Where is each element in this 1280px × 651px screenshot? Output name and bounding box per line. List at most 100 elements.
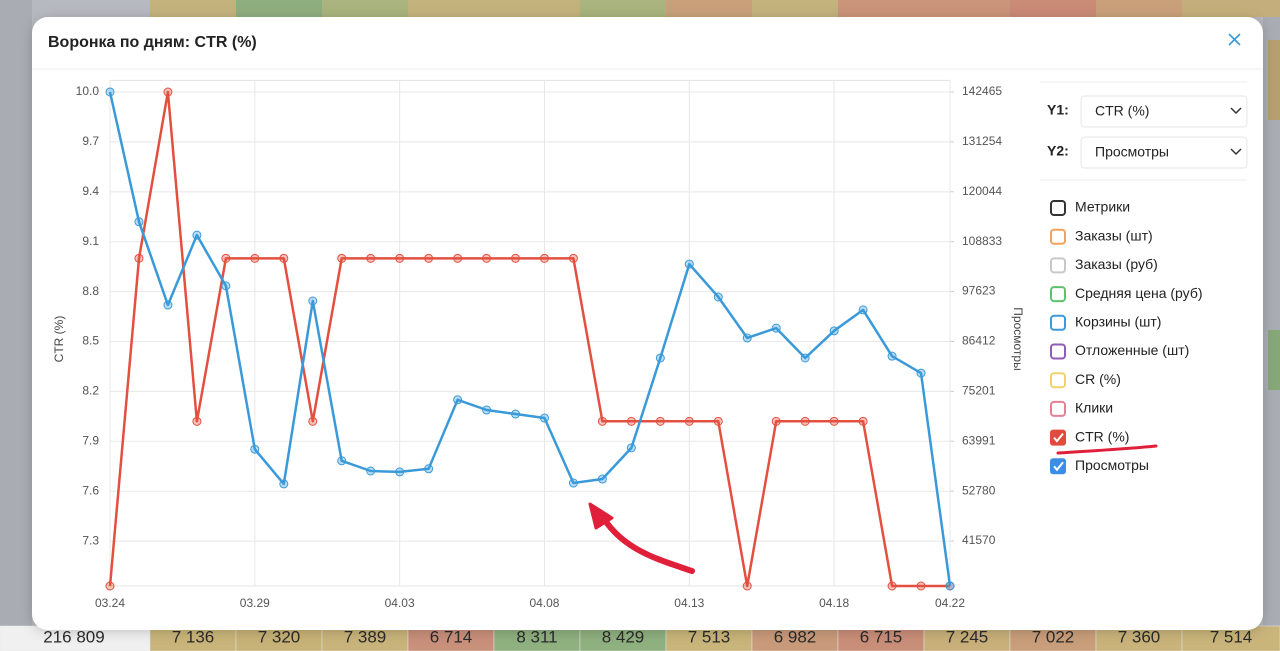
checkbox[interactable] xyxy=(1050,400,1066,417)
metric-checkbox[interactable]: Заказы (руб) xyxy=(1050,256,1158,274)
checkbox[interactable] xyxy=(1050,228,1066,245)
data-point xyxy=(945,581,955,591)
cell xyxy=(1268,40,1280,120)
checkbox[interactable] xyxy=(1050,200,1066,216)
y2-tick-label: 52780 xyxy=(962,483,996,497)
y1-label: Y1: xyxy=(1047,102,1069,118)
data-point xyxy=(366,466,376,476)
y1-select-value[interactable]: CTR (%) xyxy=(1095,103,1149,119)
x-tick-label: 04.13 xyxy=(674,596,704,610)
data-point xyxy=(482,253,492,263)
y2-tick-label: 142465 xyxy=(962,84,1002,98)
chart: CTR (%) Просмотры 10.0 9.7 9.4 9.1 8.8 8.5 8.2… xyxy=(52,79,1025,610)
checkbox[interactable] xyxy=(1050,343,1066,360)
checkbox[interactable] xyxy=(1050,314,1066,331)
metric-label[interactable]: CR (%) xyxy=(1075,371,1121,387)
cell xyxy=(150,0,236,17)
y1-select[interactable]: CTR (%) xyxy=(1080,95,1248,128)
data-point xyxy=(800,416,810,426)
metric-checkbox[interactable]: Корзины (шт) xyxy=(1050,314,1161,331)
y-tick-label: 9.7 xyxy=(82,134,99,148)
checkbox[interactable] xyxy=(1050,257,1066,274)
cell xyxy=(236,0,322,17)
y2-label: Y2: xyxy=(1047,143,1069,159)
metric-checkbox[interactable]: CR (%) xyxy=(1050,371,1121,389)
data-point xyxy=(597,416,607,426)
y2-tick-label: 131254 xyxy=(962,134,1002,148)
metric-checkbox[interactable]: Отложенные (шт) xyxy=(1050,342,1189,360)
data-point xyxy=(395,253,405,263)
chevron[interactable] xyxy=(1230,148,1242,156)
cell xyxy=(666,0,752,17)
series-line xyxy=(108,91,952,586)
data-point xyxy=(366,253,376,263)
x-tick-label: 04.18 xyxy=(819,596,849,610)
x-tick-label: 03.24 xyxy=(95,596,125,610)
x-tick-label: 04.08 xyxy=(529,596,559,610)
cell xyxy=(838,0,924,17)
left-column xyxy=(0,0,32,626)
data-point xyxy=(134,217,144,227)
table-cell xyxy=(837,625,925,651)
table-cell-text: 216 809 xyxy=(43,627,104,646)
metric-label[interactable]: Заказы (руб) xyxy=(1075,256,1158,272)
y2-tick-label: 63991 xyxy=(962,433,996,447)
metric-checkbox[interactable]: Средняя цена (руб) xyxy=(1050,285,1203,303)
data-point xyxy=(424,253,434,263)
checkbox[interactable] xyxy=(1050,429,1066,446)
metric-label[interactable]: Отложенные (шт) xyxy=(1075,342,1189,358)
cell xyxy=(494,0,580,17)
y-tick-label: 8.8 xyxy=(82,284,99,298)
data-point xyxy=(424,464,434,474)
data-point xyxy=(192,416,202,426)
data-point xyxy=(800,353,810,363)
data-point xyxy=(134,253,144,263)
y2-tick-label: 120044 xyxy=(962,184,1002,198)
data-point xyxy=(511,409,521,419)
table-cell-text: 7 320 xyxy=(258,627,301,646)
data-point xyxy=(887,351,897,361)
chevron[interactable] xyxy=(1230,107,1242,115)
checkbox[interactable] xyxy=(1050,372,1066,389)
metric-label[interactable]: Средняя цена (руб) xyxy=(1075,285,1203,301)
metric-label[interactable]: Просмотры xyxy=(1075,457,1149,473)
checkmark[interactable] xyxy=(1053,461,1064,472)
y2-select-box[interactable] xyxy=(1080,136,1248,169)
y-tick-label: 7.3 xyxy=(82,533,99,547)
metric-label[interactable]: Корзины (шт) xyxy=(1075,314,1161,330)
table-cell-text: 6 714 xyxy=(430,627,473,646)
data-point xyxy=(337,456,347,466)
metric-checkbox[interactable]: Клики xyxy=(1050,400,1113,417)
y2-select[interactable]: Просмотры xyxy=(1080,136,1248,169)
checkmark[interactable] xyxy=(1053,432,1064,443)
metric-label[interactable]: Метрики xyxy=(1075,199,1130,215)
y2-tick-label: 41570 xyxy=(962,533,996,547)
metric-checkbox[interactable]: Заказы (шт) xyxy=(1050,227,1153,245)
checkbox[interactable] xyxy=(1050,286,1066,303)
y-tick-label: 9.1 xyxy=(82,234,99,248)
metric-checkbox[interactable]: CTR (%) xyxy=(1050,428,1129,446)
metric-checkbox[interactable]: Метрики xyxy=(1050,199,1130,216)
data-point xyxy=(626,416,636,426)
data-point xyxy=(337,253,347,263)
y2-tick-label: 86412 xyxy=(962,334,996,348)
data-point xyxy=(250,444,260,454)
top-row xyxy=(150,0,1280,17)
checkbox[interactable] xyxy=(1050,458,1066,475)
metric-label[interactable]: Заказы (шт) xyxy=(1075,227,1153,243)
metric-checkbox[interactable]: Просмотры xyxy=(1050,457,1149,475)
cell xyxy=(1182,0,1280,17)
annotation xyxy=(588,444,1158,574)
close-icon[interactable] xyxy=(1228,33,1241,46)
cell xyxy=(1010,0,1096,17)
metric-label[interactable]: Клики xyxy=(1075,400,1113,416)
data-point xyxy=(539,413,549,423)
close-button[interactable] xyxy=(1222,28,1246,52)
cell xyxy=(408,0,494,17)
y1-select-box[interactable] xyxy=(1080,95,1248,128)
table-cell xyxy=(923,625,1011,651)
y2-select-value[interactable]: Просмотры xyxy=(1095,144,1169,160)
metric-label[interactable]: CTR (%) xyxy=(1075,428,1129,444)
data-point xyxy=(713,292,723,302)
